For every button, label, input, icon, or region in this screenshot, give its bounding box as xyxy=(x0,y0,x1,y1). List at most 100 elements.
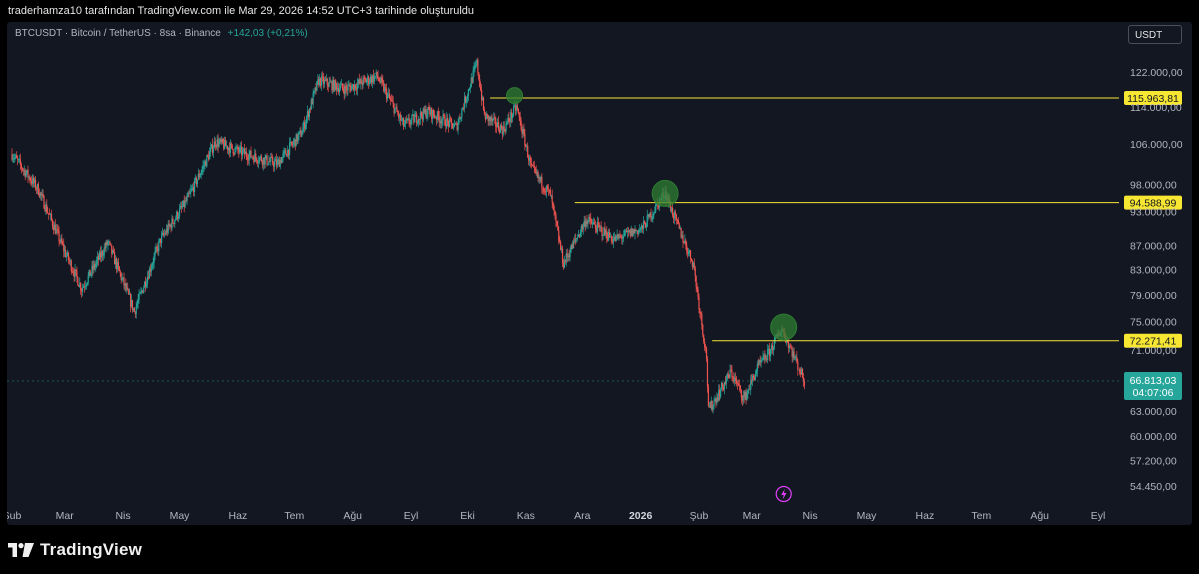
candle-body xyxy=(38,194,40,197)
candle-body xyxy=(512,114,514,118)
candle-body xyxy=(293,139,295,143)
candle-body xyxy=(536,172,538,174)
candle-body xyxy=(102,255,104,257)
candle-body xyxy=(516,105,518,109)
candle-body xyxy=(19,159,22,165)
candle-body xyxy=(355,88,358,90)
candle-body xyxy=(677,219,679,224)
candle-body xyxy=(238,150,240,153)
candle-body xyxy=(633,229,635,234)
candle-body xyxy=(504,130,506,132)
candle-body xyxy=(233,153,235,155)
candle-body xyxy=(400,114,402,121)
candle-body xyxy=(705,347,708,359)
candle-body xyxy=(372,75,374,82)
candle-body xyxy=(118,266,120,272)
candle-body xyxy=(283,151,285,154)
candle-body xyxy=(639,229,641,231)
candle-body xyxy=(155,247,157,252)
candle-body xyxy=(284,150,286,152)
candle-body xyxy=(109,241,111,244)
candle-body xyxy=(422,108,424,120)
candle-body xyxy=(230,143,232,145)
candle-body xyxy=(144,281,146,288)
candle-body xyxy=(223,142,225,149)
candle-body xyxy=(231,144,233,149)
candle-body xyxy=(447,117,449,121)
candle-body xyxy=(406,118,408,121)
candle-body xyxy=(701,314,703,325)
candle-body xyxy=(210,144,213,148)
y-tick-label: 79.000,00 xyxy=(1130,290,1177,302)
candle-body xyxy=(725,379,727,385)
candle-body xyxy=(596,222,598,232)
candle-body xyxy=(178,208,181,217)
candle-body xyxy=(634,229,636,234)
candle-body xyxy=(225,139,227,147)
candle-body xyxy=(326,78,328,85)
candle-body xyxy=(591,222,593,225)
candle-body xyxy=(412,114,414,116)
candle-body xyxy=(330,81,332,83)
candle-body xyxy=(771,345,774,351)
candle-body xyxy=(617,234,619,239)
candle-body xyxy=(318,79,320,85)
candle-body xyxy=(548,189,550,191)
x-tick-label: Nis xyxy=(802,510,817,522)
candle-body xyxy=(488,117,490,122)
price-chart[interactable]: 115.963,81 94.588,99 72.271,41 122.000,00 11… xyxy=(7,22,1192,525)
candle-body xyxy=(14,157,16,159)
candle-body xyxy=(297,135,299,142)
candle-body xyxy=(720,389,722,397)
candle-body xyxy=(581,225,583,230)
candle-body xyxy=(444,116,446,126)
candle-body xyxy=(509,121,511,122)
candle-body xyxy=(241,146,243,156)
candle-body xyxy=(470,77,472,88)
candle-body xyxy=(651,217,653,220)
candle-body xyxy=(540,176,542,181)
candle-body xyxy=(754,373,757,380)
candle-body xyxy=(750,379,752,390)
candle-body xyxy=(463,107,465,109)
candle-body xyxy=(523,129,525,134)
candle-body xyxy=(90,273,92,276)
candle-body xyxy=(449,118,451,127)
candle-body xyxy=(647,214,649,216)
candle-body xyxy=(357,79,359,84)
candle-body xyxy=(306,111,309,118)
candle-body xyxy=(212,148,214,153)
candle-body xyxy=(89,269,91,276)
candle-body xyxy=(529,157,531,161)
candle-body xyxy=(446,117,448,128)
candle-body xyxy=(181,206,183,208)
candle-body xyxy=(597,222,599,225)
candle-body xyxy=(53,224,55,231)
candle-body xyxy=(621,236,623,239)
candle-body xyxy=(137,299,139,304)
candle-body xyxy=(795,356,797,358)
candle-body xyxy=(711,400,713,410)
candle-body xyxy=(537,172,539,178)
candle-body xyxy=(606,230,608,239)
candle-body xyxy=(81,290,83,292)
candle-body xyxy=(693,263,695,269)
candle-body xyxy=(166,228,168,233)
candle-body xyxy=(533,166,535,168)
candle-body xyxy=(562,263,565,268)
candle-body xyxy=(145,283,148,287)
candle-body xyxy=(258,157,261,162)
candle-body xyxy=(586,220,588,224)
candle-body xyxy=(467,89,470,96)
candle-body xyxy=(485,113,487,120)
candle-body xyxy=(45,204,47,211)
candle-body xyxy=(65,249,67,257)
candle-body xyxy=(56,229,58,231)
candle-body xyxy=(373,76,375,82)
candle-body xyxy=(111,245,113,254)
candle-body xyxy=(689,250,692,259)
currency-button[interactable]: USDT xyxy=(1128,25,1182,44)
x-tick-label: Şub xyxy=(7,510,21,522)
candle-body xyxy=(254,153,256,163)
chart-panel[interactable]: 115.963,81 94.588,99 72.271,41 122.000,00 11… xyxy=(7,22,1192,525)
